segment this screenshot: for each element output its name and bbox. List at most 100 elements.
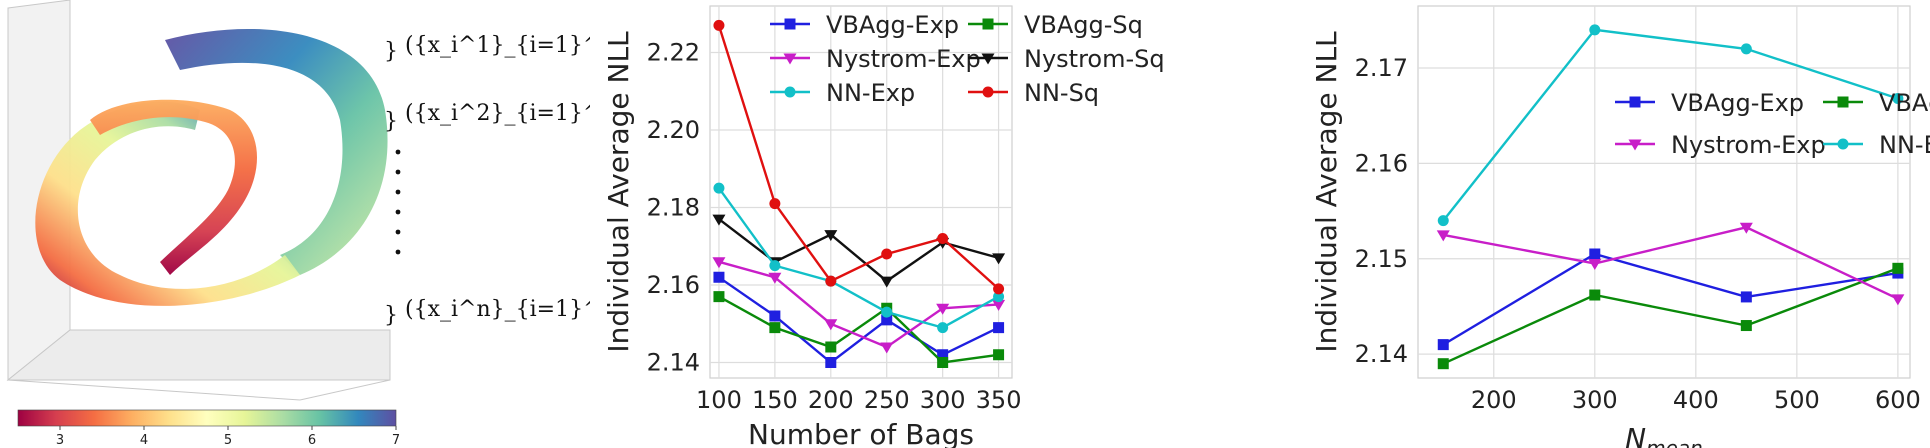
legend-marker xyxy=(1629,96,1641,108)
y-axis-label: Individual Average NLL xyxy=(1310,31,1343,353)
data-point-nn-exp xyxy=(937,322,949,334)
data-point-vbagg-exp xyxy=(1740,291,1752,303)
data-point-nn-exp xyxy=(993,291,1005,303)
bag-annotations: } ({x_i^1}_{i=1}^{N_1}, λ^1) } ({x_i^2}_… xyxy=(384,33,590,328)
bag-label-n: ({x_i^n}_{i=1}^{N_n}, λ^n) xyxy=(405,297,590,322)
legend-label: Nystrom-Exp xyxy=(1671,131,1826,159)
data-point-nn-exp xyxy=(769,260,781,272)
legend-label: NN-Exp xyxy=(826,79,915,107)
legend-marker xyxy=(1837,96,1849,108)
legend-marker xyxy=(784,18,796,30)
data-point-nystrom-exp xyxy=(1739,222,1753,234)
x-tick-label: 500 xyxy=(1774,386,1820,414)
data-point-nystrom-exp xyxy=(1891,294,1905,306)
series-line-vbagg-exp xyxy=(1442,252,1899,346)
x-tick-labels: 100 150 200 250 300 350 xyxy=(696,386,1021,414)
chart-number-of-bags-svg: 100 150 200 250 300 350 2.14 2.16 2.18 2.20 2.22 In… xyxy=(602,5,1165,448)
legend-label: NN-Sq xyxy=(1024,79,1099,107)
data-point-nn-exp xyxy=(1437,215,1449,227)
series-nn-exp xyxy=(1437,24,1904,227)
brace-n: } xyxy=(384,303,398,328)
brace-1: } xyxy=(384,39,398,64)
x-tick-label: 600 xyxy=(1875,386,1921,414)
colorbar-tick-label: 4 xyxy=(140,433,148,448)
y-tick-label: 2.17 xyxy=(1355,54,1408,82)
data-point-vbagg-exp xyxy=(1437,339,1449,351)
data-point-vbagg-exp xyxy=(993,322,1005,334)
x-tick-label: 400 xyxy=(1673,386,1719,414)
data-point-vbagg-sq xyxy=(1437,358,1449,370)
brace-2: } xyxy=(384,109,398,134)
data-point-nn-sq xyxy=(937,233,949,244)
data-point-nn-sq xyxy=(769,198,781,210)
x-axis-label-sub: mean xyxy=(1646,436,1703,448)
x-axis-label-main: N xyxy=(1625,422,1646,448)
data-point-vbagg-sq xyxy=(713,291,725,303)
data-point-vbagg-exp xyxy=(713,271,725,283)
data-point-vbagg-sq xyxy=(937,357,949,368)
data-point-nystrom-exp xyxy=(712,257,726,269)
y-tick-label: 2.22 xyxy=(647,39,700,67)
colorbar-bar xyxy=(17,409,397,427)
legend-item-vbagg-sq: VBAgg-Sq xyxy=(1823,89,1930,117)
legend-label: VBAgg-Exp xyxy=(1671,89,1804,117)
legend-marker xyxy=(1628,139,1642,151)
data-point-nystrom-sq xyxy=(992,253,1006,265)
data-point-nystrom-sq xyxy=(824,230,838,242)
data-point-nystrom-sq xyxy=(712,214,726,226)
x-axis-label: Nmean xyxy=(1625,422,1703,448)
legend: VBAgg-Exp VBAgg-Sq Nystrom-Exp Nystrom-Sq NN… xyxy=(770,11,1165,107)
series-line-vbagg-exp xyxy=(718,276,1000,365)
legend-item-nn-exp: NN-Exp xyxy=(1823,131,1930,159)
colorbar: 3 4 5 6 7 xyxy=(17,409,400,448)
y-tick-label: 2.16 xyxy=(647,271,700,299)
data-point-vbagg-exp xyxy=(825,357,837,368)
legend-label: VBAgg-Exp xyxy=(826,11,959,39)
swiss-roll-svg: } ({x_i^1}_{i=1}^{N_1}, λ^1) } ({x_i^2}_… xyxy=(6,0,590,448)
data-point-nn-exp xyxy=(881,306,893,318)
colorbar-tick-label: 3 xyxy=(56,433,64,448)
series-line-nystrom-exp xyxy=(718,260,999,349)
x-tick-labels: 200 300 400 500 600 xyxy=(1471,386,1921,414)
legend-item-vbagg-exp: VBAgg-Exp xyxy=(1615,89,1804,117)
legend-marker xyxy=(982,86,994,98)
y-tick-label: 2.15 xyxy=(1355,245,1408,273)
colorbar-tick-label: 5 xyxy=(224,433,232,448)
data-point-nn-sq xyxy=(825,275,837,287)
legend-item-vbagg-sq: VBAgg-Sq xyxy=(968,11,1143,39)
y-tick-label: 2.18 xyxy=(647,194,700,222)
roll-inner-curl xyxy=(90,99,257,275)
y-tick-labels: 2.14 2.15 2.16 2.17 xyxy=(1355,54,1408,368)
data-point-nystrom-exp xyxy=(768,272,782,284)
legend-label: Nystrom-Exp xyxy=(826,45,981,73)
plot-area xyxy=(1417,5,1911,379)
legend-item-nn-sq: NN-Sq xyxy=(968,79,1099,107)
x-tick-label: 200 xyxy=(808,386,854,414)
legend-item-nystrom-sq: Nystrom-Sq xyxy=(968,45,1165,73)
legend-marker xyxy=(784,86,796,98)
legend-item-nystrom-exp: Nystrom-Exp xyxy=(770,45,981,73)
chart-n-mean-svg: 200 300 400 500 600 2.14 2.15 2.16 2.17 Individua… xyxy=(1310,5,1930,448)
data-point-nn-exp xyxy=(713,182,725,194)
data-point-nn-sq xyxy=(993,283,1005,295)
data-point-vbagg-sq xyxy=(993,349,1005,361)
data-point-nn-sq xyxy=(881,248,893,260)
series-nn-sq xyxy=(713,19,1005,295)
legend-item-vbagg-exp: VBAgg-Exp xyxy=(770,11,959,39)
series-vbagg-exp xyxy=(713,271,1005,368)
data-point-vbagg-sq xyxy=(1589,289,1601,301)
roll-middle-band xyxy=(35,101,300,306)
legend-marker xyxy=(981,53,995,65)
data-point-vbagg-sq xyxy=(825,341,837,353)
data-point-nystrom-sq xyxy=(880,276,894,288)
colorbar-ticks: 3 4 5 6 7 xyxy=(56,426,400,448)
data-point-nn-exp xyxy=(1589,24,1601,36)
data-point-nystrom-exp xyxy=(936,303,950,315)
series-line-nn-exp xyxy=(1442,28,1899,222)
y-tick-labels: 2.14 2.16 2.18 2.20 2.22 xyxy=(647,39,700,377)
series-line-nn-sq xyxy=(717,25,1000,290)
data-point-vbagg-exp xyxy=(937,349,949,361)
bag-label-2: ({x_i^2}_{i=1}^{N_2}, λ^2) xyxy=(405,101,590,126)
data-point-vbagg-exp xyxy=(769,310,781,322)
legend-marker xyxy=(1837,138,1849,150)
